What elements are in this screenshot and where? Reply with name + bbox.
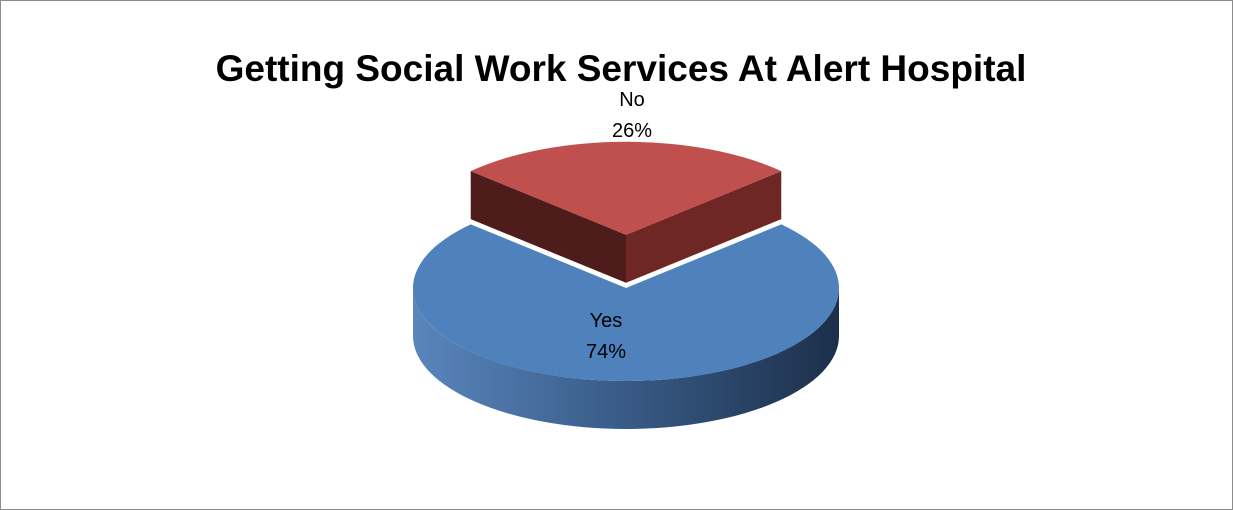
slice-face-no-right <box>626 171 782 283</box>
slice-yes <box>413 224 839 381</box>
data-label-no-category: No <box>619 89 645 111</box>
data-label-no-value: 26% <box>612 120 652 142</box>
data-label-yes-value: 74% <box>586 341 626 363</box>
slice-no <box>470 141 782 235</box>
chart-title: Getting Social Work Services At Alert Ho… <box>216 48 1027 89</box>
data-labels: No 26% Yes 74% <box>586 89 652 363</box>
pie-group <box>413 141 839 429</box>
slice-side-yes <box>413 288 839 429</box>
data-label-yes-category: Yes <box>590 310 623 332</box>
slice-face-no-left <box>470 171 626 283</box>
